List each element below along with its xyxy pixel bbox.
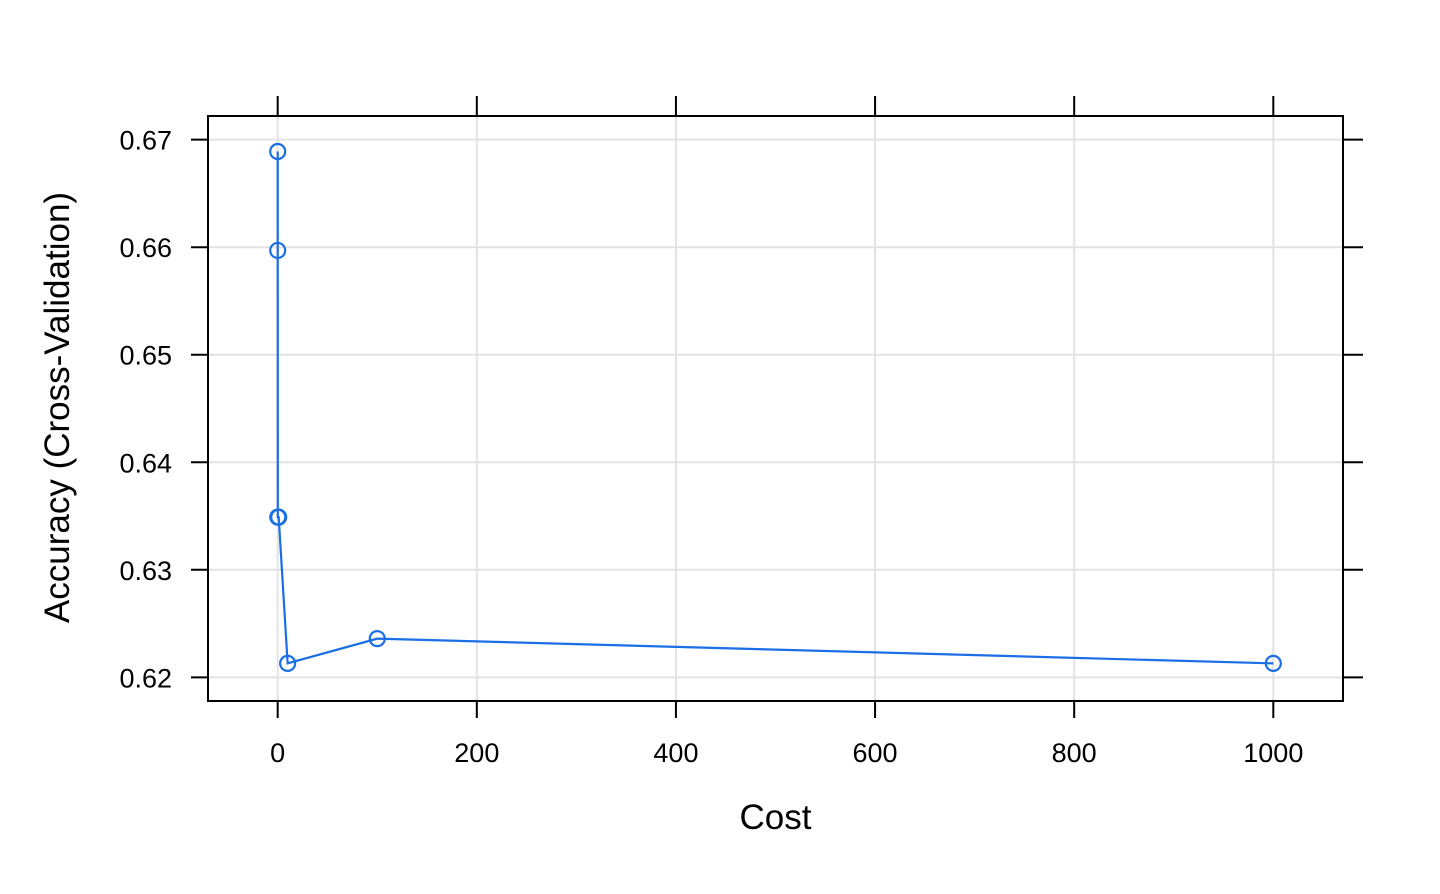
tick-labels: 0 200 400 600 800 1000 0.62 0.63 0.64 0.65 0.66 0.6…: [119, 126, 1303, 768]
data-point: [368, 630, 386, 648]
gridlines: [208, 116, 1343, 701]
x-tick-label: 200: [454, 738, 499, 768]
series-line: [276, 151, 1274, 665]
x-tick-label: 1000: [1243, 738, 1303, 768]
data-point: [279, 654, 297, 672]
y-tick-label: 0.66: [119, 233, 172, 263]
data-point: [269, 142, 287, 161]
y-tick-label: 0.63: [119, 556, 172, 586]
x-axis-title: Cost: [740, 798, 812, 837]
y-axis-title: Accuracy (Cross-Validation): [38, 192, 77, 623]
data-point: [269, 241, 287, 260]
y-tick-label: 0.65: [119, 341, 172, 371]
data-point: [270, 508, 288, 526]
x-tick-label: 600: [853, 738, 898, 768]
x-tick-label: 800: [1052, 738, 1097, 768]
series: [269, 142, 1282, 672]
y-tick-label: 0.64: [119, 448, 172, 478]
data-point: [1264, 654, 1282, 672]
x-tick-label: 0: [270, 738, 285, 768]
plot-frame: [207, 115, 1344, 702]
axis-ticks: [191, 96, 1363, 718]
x-tick-label: 400: [653, 738, 698, 768]
y-tick-label: 0.62: [119, 663, 172, 693]
y-tick-label: 0.67: [119, 126, 172, 156]
